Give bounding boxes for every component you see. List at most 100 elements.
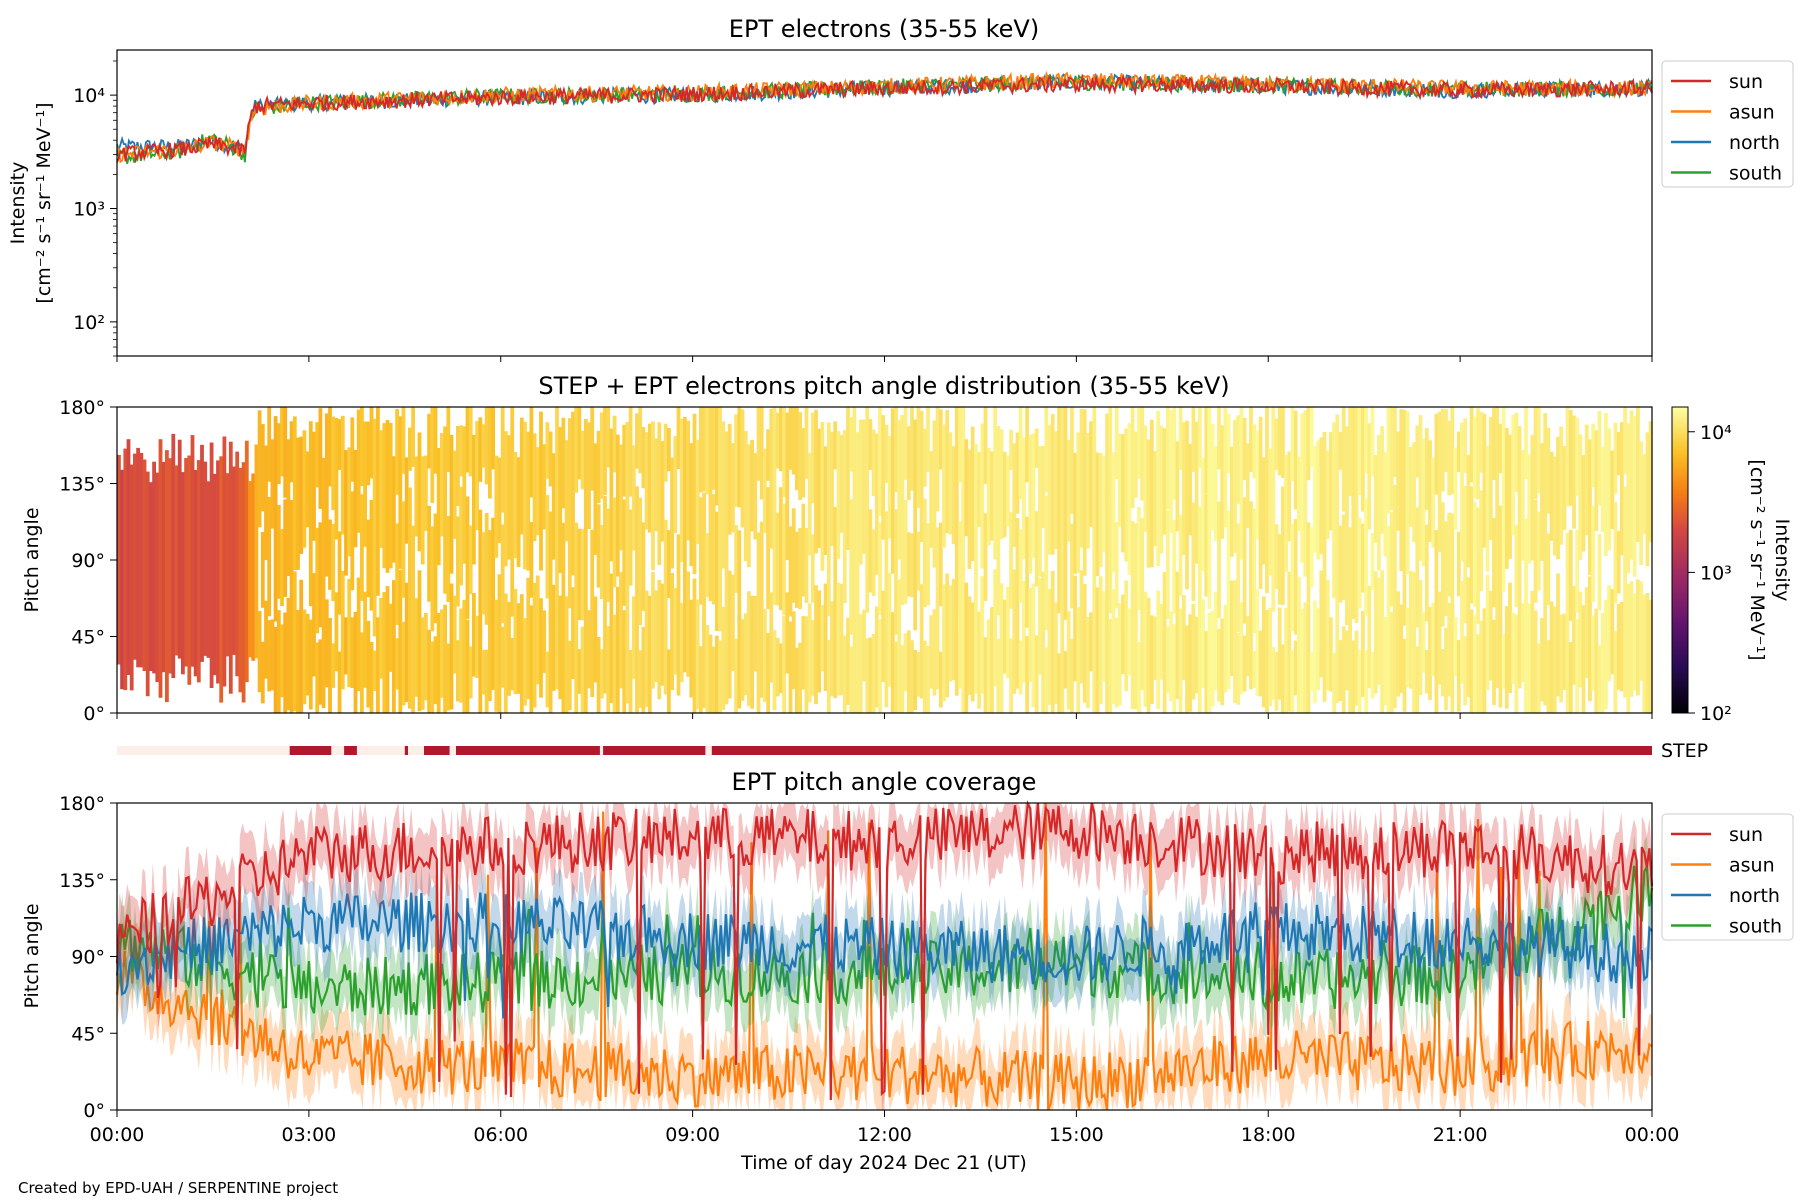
heatmap-cell	[1332, 422, 1336, 512]
heatmap-cell	[1536, 643, 1541, 713]
heatmap-cell	[372, 418, 377, 505]
heatmap-cell	[759, 521, 764, 622]
heatmap-cell	[599, 525, 604, 599]
heatmap-cell	[1012, 569, 1017, 694]
heatmap-cell	[670, 457, 674, 569]
heatmap-cell	[1050, 414, 1055, 555]
heatmap-cell	[200, 444, 204, 662]
heatmap-cell	[1261, 596, 1266, 708]
heatmap-cell	[1201, 457, 1205, 572]
heatmap-cell	[999, 583, 1004, 713]
heatmap-cell	[430, 641, 435, 713]
heatmap-cell	[1565, 407, 1570, 507]
heatmap-cell	[970, 602, 975, 702]
heatmap-cell	[1434, 530, 1439, 618]
heatmap-cell	[1079, 570, 1084, 684]
heatmap-cell	[1261, 457, 1266, 565]
heatmap-cell	[833, 506, 838, 635]
heatmap-cell	[1348, 609, 1352, 713]
heatmap-cell	[926, 523, 930, 606]
heatmap-cell	[548, 609, 553, 713]
heatmap-cell	[772, 486, 777, 605]
heatmap-cell	[1162, 572, 1167, 713]
heatmap-cell	[711, 494, 716, 605]
heatmap-cell	[1127, 608, 1132, 676]
heatmap-cell	[1220, 618, 1225, 706]
heatmap-cell	[913, 501, 918, 631]
heatmap-cell	[443, 604, 447, 713]
heatmap-cell	[1562, 613, 1567, 691]
heatmap-cell	[1191, 604, 1196, 700]
heatmap-cell	[1255, 589, 1260, 697]
heatmap-cell	[718, 486, 722, 632]
heatmap-cell	[532, 433, 537, 542]
heatmap-cell	[801, 503, 806, 597]
heatmap-cell	[599, 649, 604, 699]
heatmap-cell	[1466, 577, 1471, 698]
heatmap-cell	[628, 650, 633, 713]
heatmap-cell	[1613, 502, 1618, 604]
heatmap-cell	[244, 440, 249, 683]
heatmap-cell	[222, 436, 227, 687]
heatmap-cell	[443, 496, 447, 594]
heatmap-cell	[1098, 576, 1103, 705]
heatmap-cell	[587, 422, 591, 529]
heatmap-cell	[1364, 650, 1368, 713]
heatmap-cell	[1281, 644, 1285, 713]
heatmap-cell	[577, 649, 582, 694]
heatmap-cell	[1357, 650, 1362, 713]
heatmap-cell	[804, 528, 809, 603]
heatmap-cell	[1233, 580, 1237, 704]
heatmap-cell	[1265, 407, 1269, 512]
heatmap-cell	[1319, 570, 1324, 678]
heatmap-cell	[296, 437, 300, 570]
heatmap-cell	[628, 509, 633, 586]
heatmap-cell	[1153, 616, 1157, 681]
heatmap-cell	[1588, 439, 1592, 575]
heatmap-cell	[1345, 489, 1349, 626]
heatmap-cell	[702, 407, 706, 492]
heatmap-cell	[484, 649, 489, 713]
heatmap-cell	[1025, 407, 1029, 483]
heatmap-cell	[862, 419, 866, 555]
heatmap-cell	[539, 411, 543, 571]
heatmap-cell	[759, 407, 764, 500]
heatmap-cell	[567, 487, 572, 609]
heatmap-cell	[1508, 434, 1512, 559]
heatmap-cell	[820, 422, 825, 571]
heatmap-cell	[852, 407, 857, 515]
heatmap-cell	[366, 621, 371, 708]
heatmap-cell	[369, 407, 374, 479]
heatmap-cell	[331, 416, 336, 511]
heatmap-cell	[849, 499, 854, 635]
heatmap-cell	[1095, 587, 1100, 713]
step-bar-segment	[424, 746, 450, 755]
heatmap-cell	[858, 419, 863, 565]
heatmap-cell	[1146, 439, 1151, 568]
heatmap-cell	[1047, 589, 1052, 705]
heatmap-cell	[545, 495, 550, 599]
heatmap-cell	[747, 591, 751, 707]
heatmap-cell	[1584, 587, 1589, 679]
heatmap-cell	[424, 455, 428, 531]
x-tick-label: 18:00	[1241, 1124, 1296, 1146]
heatmap-cell	[1591, 505, 1595, 602]
heatmap-cell	[708, 407, 713, 511]
heatmap-cell	[519, 594, 524, 713]
heatmap-cell	[1399, 604, 1404, 693]
heatmap-cell	[385, 420, 390, 573]
heatmap-cell	[1335, 414, 1340, 505]
heatmap-cell	[1434, 413, 1439, 495]
step-bar-segment	[456, 746, 600, 755]
heatmap-cell	[651, 421, 655, 571]
panel-pitch-angle-distribution: STEP + EPT electrons pitch angle distrib…	[21, 372, 1793, 725]
heatmap-cell	[264, 600, 268, 679]
heatmap-cell	[577, 407, 582, 480]
heatmap-cell	[868, 509, 873, 593]
heatmap-cell	[1492, 619, 1496, 705]
heatmap-cell	[1306, 407, 1311, 481]
heatmap-cell	[1015, 432, 1020, 514]
heatmap-cell	[276, 505, 281, 599]
step-coverage-bar: STEP	[117, 740, 1708, 762]
heatmap-cell	[1364, 407, 1368, 474]
